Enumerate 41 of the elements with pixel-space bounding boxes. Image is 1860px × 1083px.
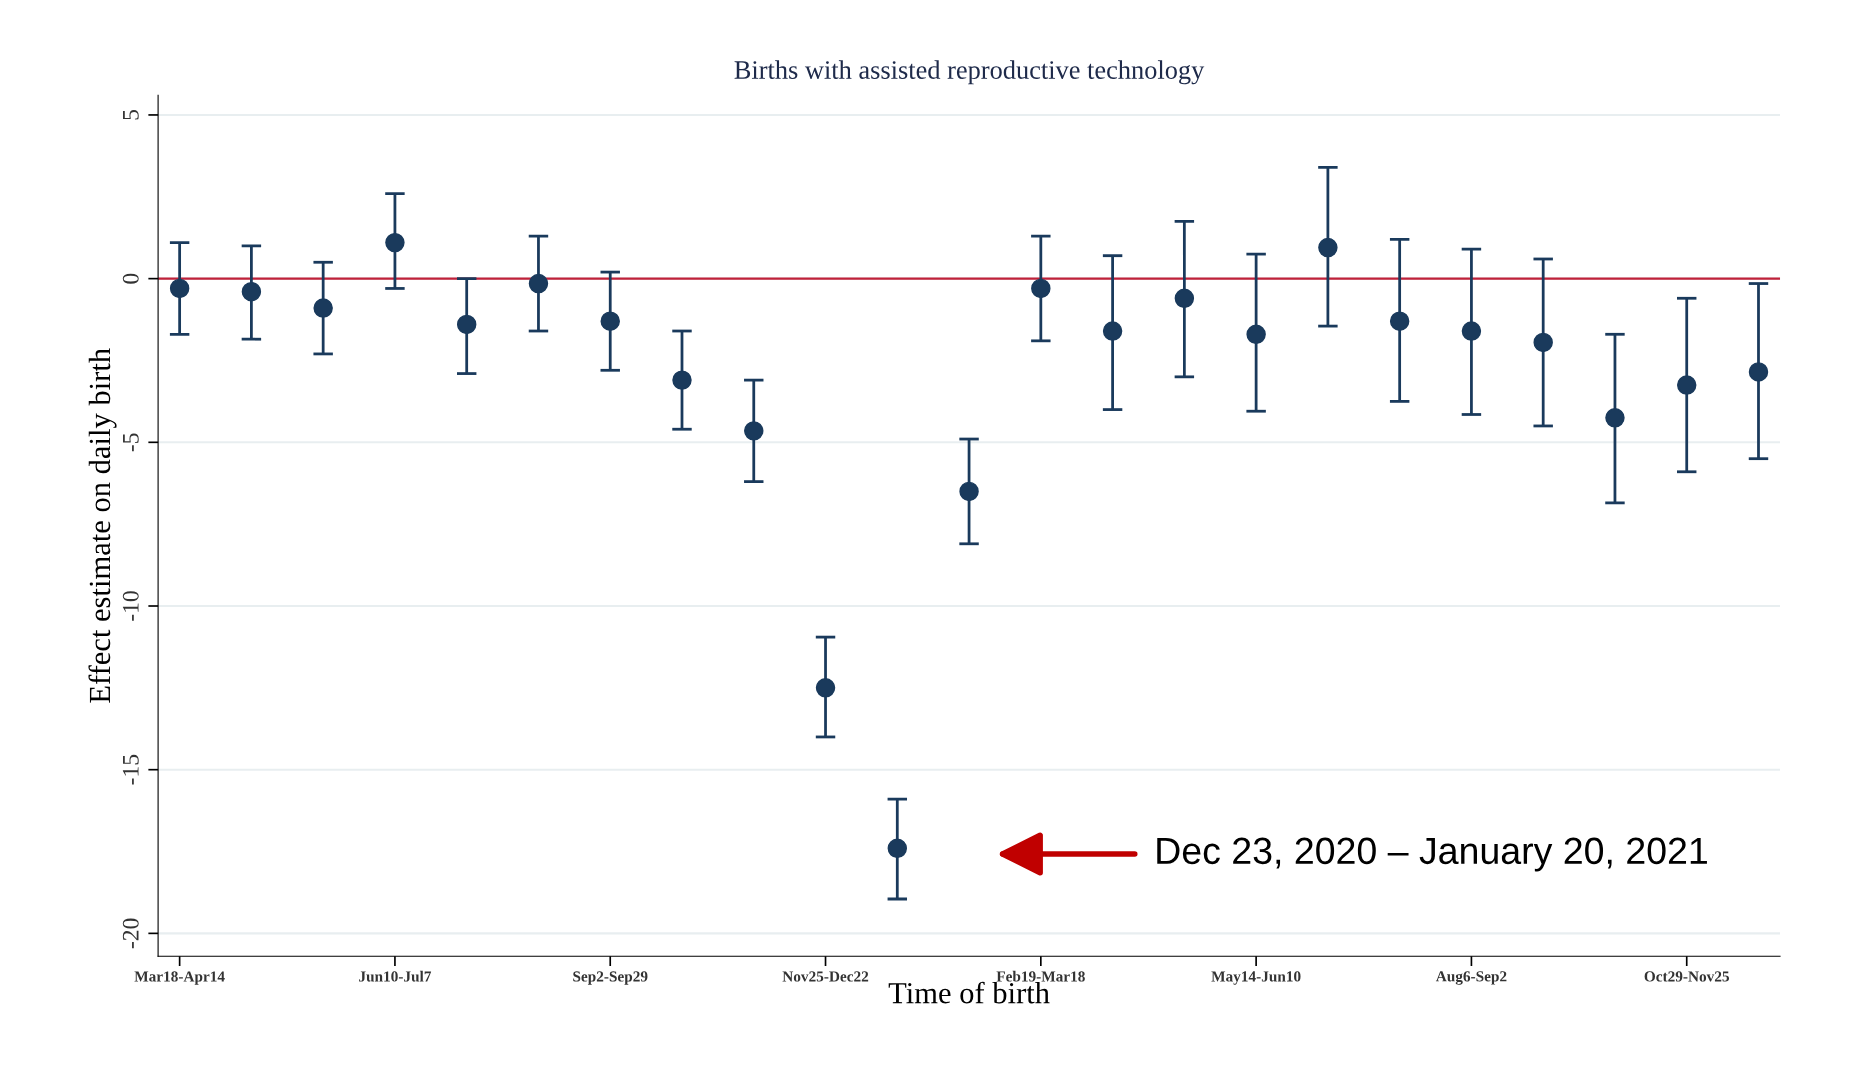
x-tick-label: Nov25-Dec22 [782, 971, 869, 982]
point [385, 232, 405, 253]
point [1102, 321, 1123, 341]
point [1605, 408, 1625, 428]
point [1748, 362, 1769, 382]
y-tick-label: -20 [122, 918, 139, 949]
point [1533, 332, 1553, 353]
point [959, 481, 979, 502]
x-tick-label: Sep2-Sep29 [573, 971, 648, 985]
y-axis-title: Effect estimate on daily birth [88, 348, 117, 703]
chart-title: Births with assisted reproductive technology [734, 60, 1205, 85]
point [456, 314, 477, 335]
point [1676, 375, 1697, 395]
point [1389, 311, 1410, 331]
point [600, 311, 620, 331]
point [815, 678, 836, 698]
point [241, 282, 262, 302]
y-tick-label: -10 [122, 591, 139, 621]
point [672, 370, 692, 390]
point [1031, 278, 1051, 299]
point [887, 838, 908, 858]
y-tick-label: -5 [123, 433, 139, 452]
point [1246, 324, 1266, 345]
point [1318, 237, 1338, 258]
x-axis-title: Time of birth [888, 981, 1050, 1004]
annotation: Dec 23, 2020 – January 20, 2021 [1157, 837, 1707, 872]
y-tick-label: -15 [122, 754, 139, 785]
y-tick-label: 5 [123, 109, 139, 120]
x-tick-label: Oct29-Nov25 [1644, 971, 1730, 982]
point [169, 278, 190, 299]
y-tick-label: 0 [122, 273, 139, 284]
x-tick-label: Aug6-Sep2 [1435, 971, 1507, 985]
x-tick-label: Jun10-Jul7 [359, 970, 432, 982]
point [744, 421, 764, 441]
point [1174, 288, 1195, 308]
x-tick-label: Mar18-Apr14 [134, 971, 225, 985]
point [1461, 321, 1482, 341]
point [313, 298, 333, 318]
point [528, 273, 549, 294]
x-tick-label: Feb19-Mar18 [996, 970, 1085, 982]
x-tick-label: May14-Jun10 [1211, 971, 1301, 985]
